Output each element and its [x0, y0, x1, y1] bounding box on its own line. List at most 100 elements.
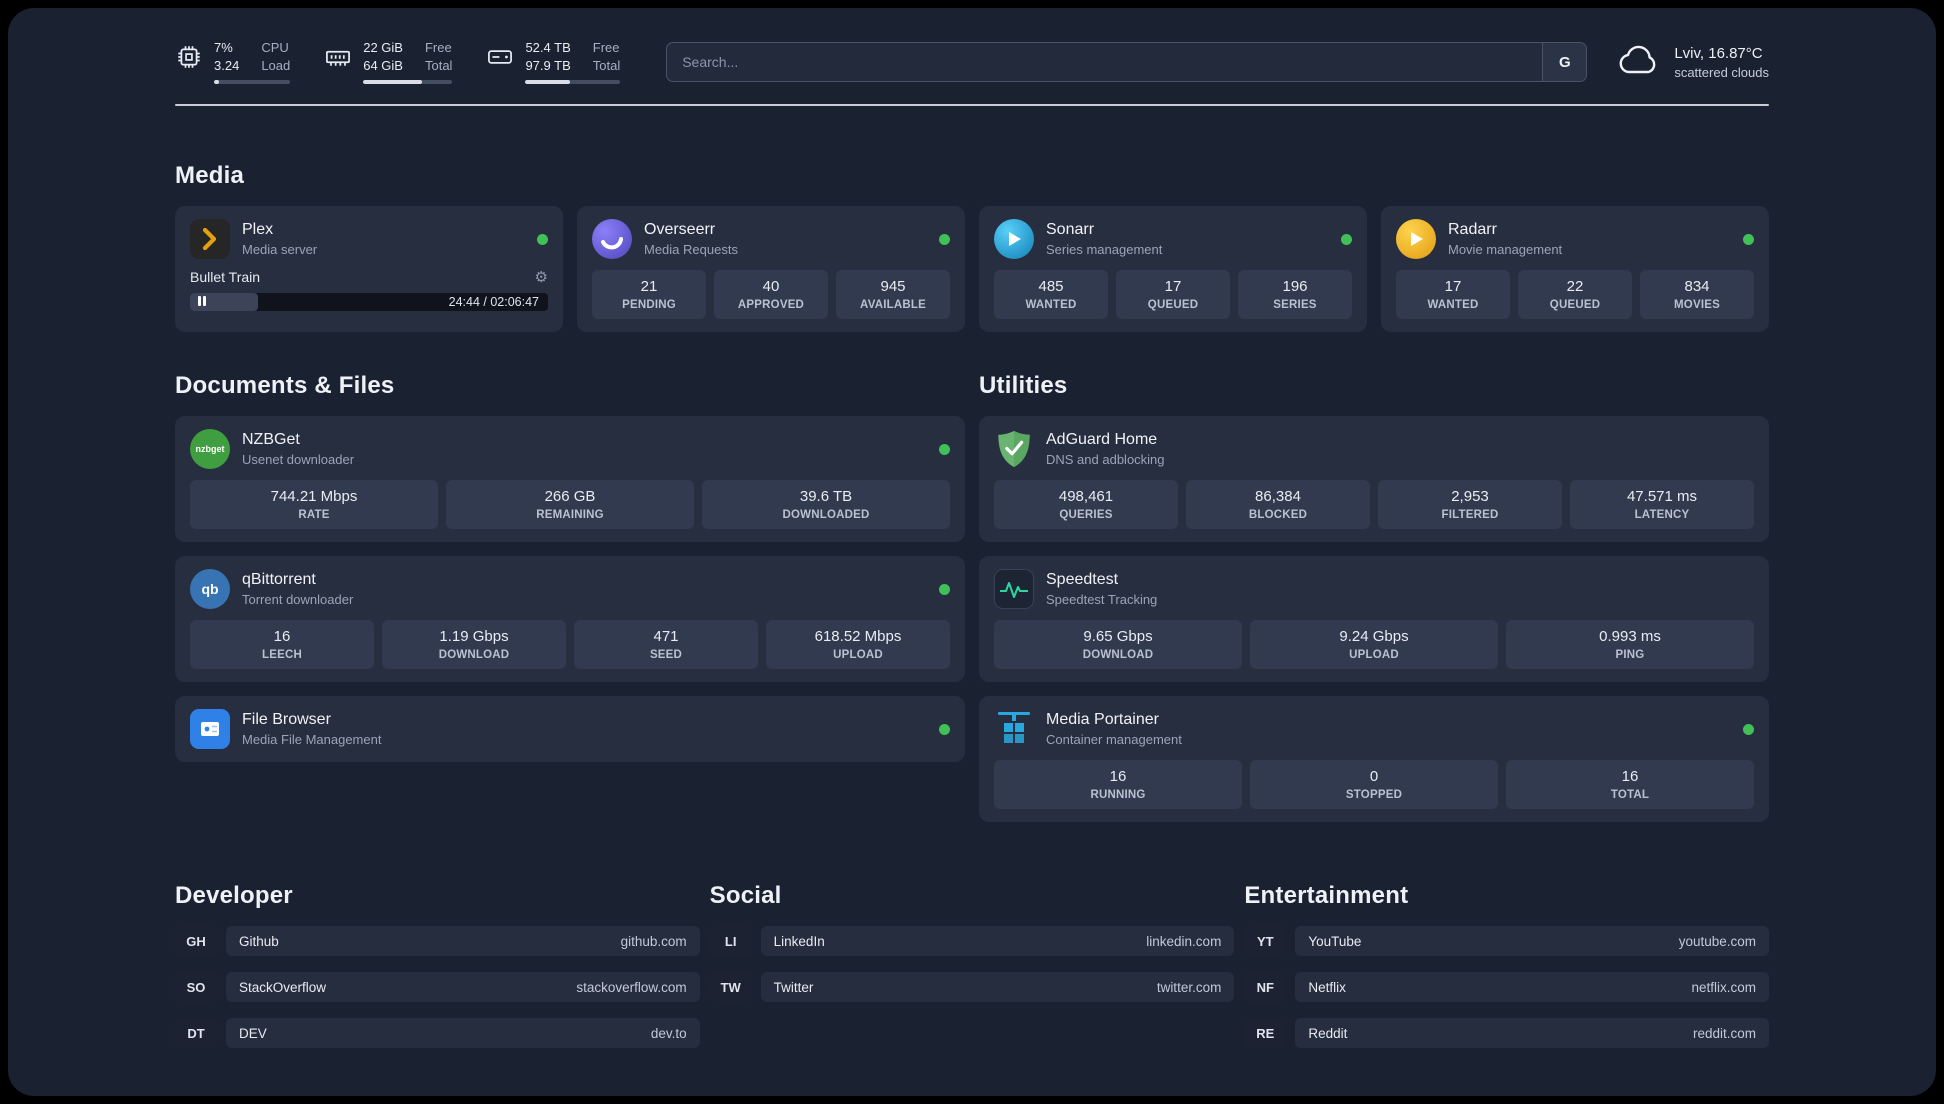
app-card-overseerr[interactable]: Overseerr Media Requests 21 PENDING 40 A…	[577, 206, 965, 332]
stat-movies: 834 MOVIES	[1640, 270, 1754, 319]
pause-icon[interactable]	[198, 293, 206, 311]
bookmark-twitter[interactable]: TW Twitter twitter.com	[709, 972, 1235, 1002]
nzbget-icon: nzbget	[190, 429, 230, 469]
storage-free-label: Free	[592, 40, 620, 55]
cpu-usage-value: 7%	[214, 40, 233, 55]
stat-total: 16 TOTAL	[1506, 760, 1754, 809]
app-name: NZBGet	[242, 431, 300, 448]
stat-queued: 22 QUEUED	[1518, 270, 1632, 319]
bookmark-netflix[interactable]: NF Netflix netflix.com	[1244, 972, 1769, 1002]
app-card-speedtest[interactable]: Speedtest Speedtest Tracking 9.65 Gbps D…	[979, 556, 1769, 682]
cpu-usage-bar	[214, 80, 291, 84]
stat-running: 16 RUNNING	[994, 760, 1242, 809]
stat-seed: 471 SEED	[574, 620, 758, 669]
storage-widget: 52.4 TB Free 97.9 TB Total	[486, 40, 621, 84]
status-online-dot	[939, 233, 950, 245]
stat-download: 1.19 Gbps DOWNLOAD	[382, 620, 566, 669]
stat-wanted: 17 WANTED	[1396, 270, 1510, 319]
stat-series: 196 SERIES	[1238, 270, 1352, 319]
memory-widget: 22 GiB Free 64 GiB Total	[324, 40, 453, 84]
app-card-radarr[interactable]: Radarr Movie management 17 WANTED 22 QUE…	[1381, 206, 1769, 332]
stat-leech: 16 LEECH	[190, 620, 374, 669]
memory-free-value: 22 GiB	[363, 40, 403, 55]
overseerr-icon	[592, 219, 632, 259]
stat-ping: 0.993 ms PING	[1506, 620, 1754, 669]
section-developer: Developer GH Github github.com SO StackO…	[175, 882, 700, 1064]
bookmark-dev[interactable]: DT DEV dev.to	[175, 1018, 700, 1048]
bookmark-github[interactable]: GH Github github.com	[175, 926, 700, 956]
cpu-widget: 7% CPU 3.24 Load	[175, 40, 291, 84]
status-online-dot	[537, 233, 548, 245]
app-card-adguard[interactable]: AdGuard Home DNS and adblocking 498,461 …	[979, 416, 1769, 542]
speedtest-icon	[994, 569, 1034, 609]
stat-upload: 618.52 Mbps UPLOAD	[766, 620, 950, 669]
bookmark-abbr: GH	[175, 926, 217, 956]
adguard-icon	[994, 429, 1034, 469]
status-online-dot	[1743, 723, 1754, 735]
stat-filtered: 2,953 FILTERED	[1378, 480, 1562, 529]
bookmark-url: github.com	[620, 933, 687, 949]
app-description: Media Requests	[644, 242, 738, 257]
stat-latency: 47.571 ms LATENCY	[1570, 480, 1754, 529]
app-description: Usenet downloader	[242, 452, 355, 467]
section-title-developer: Developer	[175, 882, 293, 909]
bookmark-youtube[interactable]: YT YouTube youtube.com	[1244, 926, 1769, 956]
stat-queries: 498,461 QUERIES	[994, 480, 1178, 529]
header-divider	[175, 104, 1769, 106]
app-card-plex[interactable]: Plex Media server Bullet Train ⚙	[175, 206, 563, 332]
app-card-sonarr[interactable]: Sonarr Series management 485 WANTED 17 Q…	[979, 206, 1367, 332]
plex-icon	[190, 219, 230, 259]
weather-widget: Lviv, 16.87°C scattered clouds	[1617, 43, 1769, 82]
settings-gear-icon[interactable]: ⚙	[534, 269, 548, 286]
app-card-qbittorrent[interactable]: qb qBittorrent Torrent downloader 16 LEE…	[175, 556, 965, 682]
stat-downloaded: 39.6 TB DOWNLOADED	[702, 480, 950, 529]
bookmark-name: LinkedIn	[773, 933, 825, 949]
bookmark-abbr: TW	[709, 972, 752, 1002]
section-title-media: Media	[175, 162, 245, 189]
stat-wanted: 485 WANTED	[994, 270, 1108, 319]
section-utilities: Utilities AdGuard Home	[979, 372, 1769, 822]
stat-approved: 40 APPROVED	[714, 270, 828, 319]
app-description: Movie management	[1448, 242, 1563, 257]
bookmark-name: Reddit	[1308, 1025, 1348, 1041]
stat-pending: 21 PENDING	[592, 270, 706, 319]
bookmark-name: Twitter	[773, 979, 814, 995]
section-documents: Documents & Files nzbget NZBGet Usenet d…	[175, 372, 965, 762]
app-card-filebrowser[interactable]: File Browser Media File Management	[175, 696, 965, 762]
status-online-dot	[939, 443, 950, 455]
memory-usage-bar	[363, 80, 453, 84]
bookmark-abbr: SO	[175, 972, 217, 1002]
app-name: Speedtest	[1046, 571, 1119, 588]
app-description: Container management	[1046, 732, 1182, 747]
bookmark-url: linkedin.com	[1146, 933, 1222, 949]
bookmark-linkedin[interactable]: LI LinkedIn linkedin.com	[709, 926, 1235, 956]
app-description: Media server	[242, 242, 318, 257]
bookmark-abbr: RE	[1244, 1018, 1287, 1048]
bookmark-name: Github	[239, 933, 279, 949]
stat-rate: 744.21 Mbps RATE	[190, 480, 438, 529]
search-engine-button[interactable]: G	[1542, 43, 1587, 81]
section-title-documents: Documents & Files	[175, 372, 395, 399]
app-name: File Browser	[242, 711, 331, 728]
cloud-icon	[1617, 43, 1661, 82]
stat-queued: 17 QUEUED	[1116, 270, 1230, 319]
playback-progress-bar[interactable]: 24:44 / 02:06:47	[190, 293, 548, 311]
dashboard: 7% CPU 3.24 Load	[8, 8, 1936, 1096]
bookmark-abbr: NF	[1244, 972, 1287, 1002]
bookmark-name: StackOverflow	[239, 979, 327, 995]
app-name: Plex	[242, 221, 274, 238]
stat-remaining: 266 GB REMAINING	[446, 480, 694, 529]
bookmark-url: youtube.com	[1678, 933, 1756, 949]
bookmark-abbr: LI	[709, 926, 752, 956]
app-card-nzbget[interactable]: nzbget NZBGet Usenet downloader 744.21 M…	[175, 416, 965, 542]
stat-upload: 9.24 Gbps UPLOAD	[1250, 620, 1498, 669]
search-input[interactable]	[667, 43, 1543, 81]
bookmark-reddit[interactable]: RE Reddit reddit.com	[1244, 1018, 1769, 1048]
stat-stopped: 0 STOPPED	[1250, 760, 1498, 809]
app-card-portainer[interactable]: Media Portainer Container management 16 …	[979, 696, 1769, 822]
stat-download: 9.65 Gbps DOWNLOAD	[994, 620, 1242, 669]
bookmark-abbr: DT	[175, 1018, 217, 1048]
bookmark-stackoverflow[interactable]: SO StackOverflow stackoverflow.com	[175, 972, 700, 1002]
section-title-social: Social	[709, 882, 782, 909]
stat-available: 945 AVAILABLE	[836, 270, 950, 319]
